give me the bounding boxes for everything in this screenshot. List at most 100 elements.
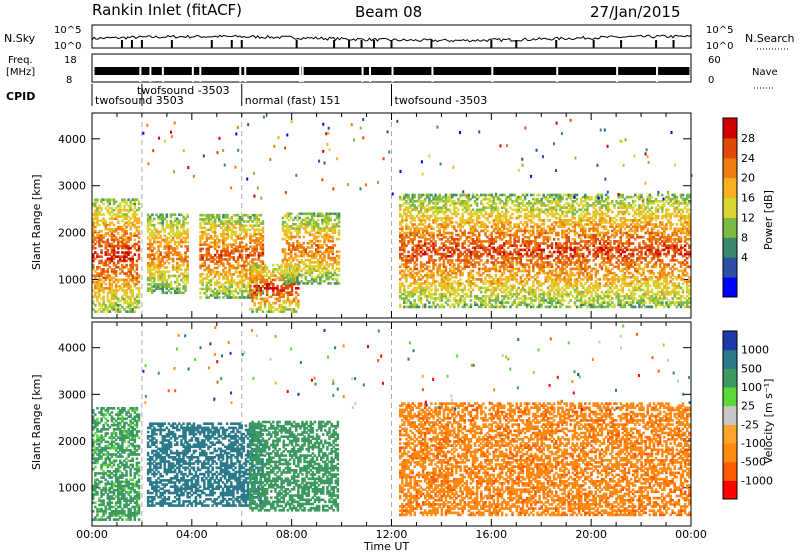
power-cell <box>163 272 166 276</box>
power-cell <box>167 249 171 252</box>
power-cell <box>98 287 101 290</box>
power-cell <box>135 274 139 277</box>
power-cell <box>106 276 110 280</box>
power-cell <box>110 287 114 290</box>
power-cell <box>201 277 204 280</box>
power-cell <box>98 301 101 305</box>
power-cell <box>220 254 223 257</box>
power-cell <box>245 256 248 259</box>
power-cell <box>186 280 189 284</box>
power-cell <box>123 282 126 286</box>
power-cell <box>236 270 240 274</box>
power-cell <box>222 275 225 278</box>
power-cell <box>149 253 152 257</box>
power-cell <box>114 270 118 273</box>
power-cell <box>102 236 105 239</box>
power-cell <box>486 229 489 233</box>
power-cell <box>220 222 223 225</box>
power-cell <box>207 251 211 255</box>
power-cell <box>117 299 120 303</box>
power-cell <box>157 255 160 259</box>
power-cell <box>112 240 116 244</box>
power-cell <box>123 291 126 294</box>
nsky-trace <box>91 34 692 48</box>
power-cell <box>127 240 130 244</box>
power-ytick-label: 3000 <box>58 180 86 193</box>
power-cell <box>329 216 332 220</box>
power-cell <box>243 245 246 249</box>
power-cell <box>203 232 206 236</box>
power-cell <box>119 259 122 263</box>
power-cell <box>135 268 139 271</box>
power-cell <box>245 260 248 263</box>
power-cell <box>236 292 240 295</box>
power-cell <box>153 285 156 288</box>
power-cell <box>123 223 126 227</box>
power-cell <box>119 215 122 218</box>
power-cell <box>96 291 99 294</box>
power-cell <box>92 265 95 269</box>
power-cell <box>228 235 231 238</box>
power-cell <box>224 275 227 278</box>
power-cell <box>218 213 221 217</box>
power-cell <box>207 232 211 236</box>
power-cell <box>432 231 435 235</box>
power-cell <box>108 284 112 288</box>
power-cell <box>121 219 124 223</box>
power-cell <box>129 278 132 282</box>
power-cell <box>127 236 130 239</box>
power-cell <box>94 211 97 214</box>
power-cell <box>218 273 221 276</box>
power-cell <box>153 238 156 242</box>
power-cell <box>110 198 114 201</box>
power-cell <box>108 230 112 233</box>
power-cell <box>106 204 110 208</box>
power-cell <box>146 215 150 219</box>
power-cell <box>112 246 116 250</box>
power-cell <box>243 289 246 293</box>
power-cell <box>232 251 236 255</box>
power-cell <box>153 247 156 250</box>
power-cell <box>117 265 120 269</box>
power-cell <box>186 264 189 267</box>
power-cell <box>226 262 229 265</box>
power-cell <box>125 293 128 296</box>
power-cell <box>218 275 221 278</box>
power-cell <box>230 237 233 240</box>
power-cell <box>127 282 130 286</box>
power-cell <box>249 232 252 236</box>
power-cell <box>272 282 275 286</box>
power-cell <box>108 227 112 231</box>
power-cell <box>127 295 130 299</box>
power-cell <box>220 249 223 253</box>
power-cell <box>167 223 171 227</box>
power-cell <box>218 216 221 219</box>
power-cell <box>135 221 139 225</box>
power-cell <box>176 261 179 265</box>
power-cell <box>114 284 118 288</box>
power-cell <box>92 213 95 216</box>
power-cell <box>163 245 166 248</box>
power-cell <box>205 228 209 232</box>
power-cell <box>114 272 118 275</box>
nave-gap <box>191 66 194 82</box>
power-cell <box>157 283 160 286</box>
power-cell <box>135 299 139 303</box>
power-cell <box>106 240 110 244</box>
power-cell <box>133 276 137 280</box>
power-cell <box>245 296 248 299</box>
power-cell <box>112 306 116 309</box>
power-cell <box>232 224 236 227</box>
power-cell <box>110 238 114 242</box>
power-cell <box>234 296 238 299</box>
power-cell <box>240 254 244 257</box>
power-cell <box>201 218 204 221</box>
power-cell <box>96 255 99 258</box>
power-cell <box>169 283 173 286</box>
power-cell <box>125 272 128 275</box>
power-cell <box>290 212 293 216</box>
power-cell <box>153 236 156 240</box>
power-cell <box>155 270 158 273</box>
power-cell <box>448 208 452 212</box>
power-echo-cells <box>92 115 693 313</box>
